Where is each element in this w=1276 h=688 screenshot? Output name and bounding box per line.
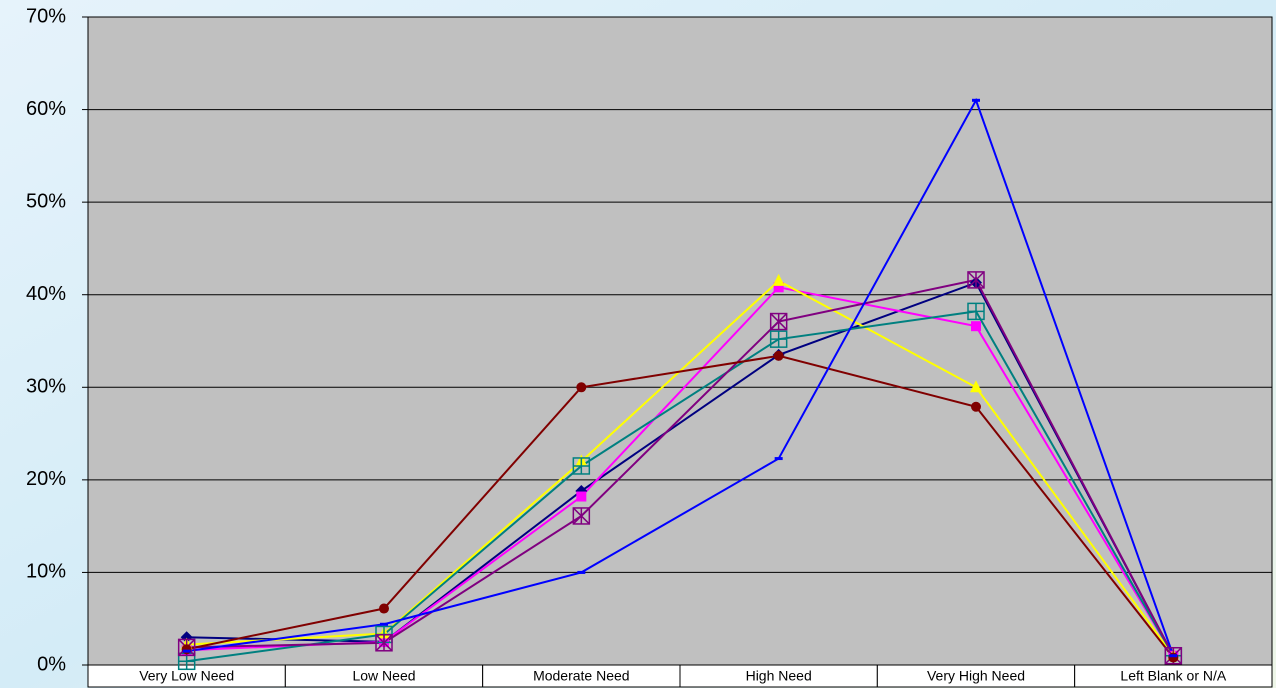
series-line [186,310,1175,663]
marker-part [576,382,587,393]
category-cell [1074,664,1273,688]
marker-part [970,380,982,393]
marker-part [379,603,389,614]
series-line [186,354,1175,659]
series-line [186,97,1175,657]
marker [576,382,587,393]
marker [971,321,981,332]
x-tick-label: Very Low Need [139,668,234,684]
x-tick-label: Very High Need [927,668,1025,684]
marker [773,350,784,361]
marker-part [773,282,784,293]
marker [967,271,985,289]
y-tick-label: 10% [26,561,66,583]
marker [769,312,788,331]
marker-part [181,644,192,655]
marker [971,401,981,412]
y-tick-label: 70% [26,5,66,27]
marker [181,644,192,655]
x-tick-label: Moderate Need [533,668,630,684]
marker [769,330,788,348]
y-tick-label: 50% [26,190,66,212]
marker-part [971,401,981,412]
marker [967,302,985,321]
y-tick-label: 40% [26,283,66,305]
x-tick-label: Low Need [352,668,415,684]
marker [772,273,785,286]
y-tick-label: 60% [26,98,66,120]
marker-part [971,321,981,332]
marker-part [1168,652,1179,663]
marker-part [180,631,193,644]
series-line [186,281,1175,657]
marker-part [773,350,784,361]
marker [180,631,193,644]
marker [572,507,591,525]
marker [572,457,591,475]
y-tick-label: 0% [37,653,66,675]
marker-part [772,273,785,286]
y-tick-label: 20% [26,468,66,490]
marker-part [576,491,587,502]
marker [375,634,393,652]
x-tick-label: High Need [746,668,812,684]
y-tick-label: 30% [26,376,66,398]
marker [970,380,982,393]
marker [379,603,389,614]
marker [1168,652,1179,663]
series-line [186,278,1175,657]
marker [576,491,587,502]
plot-area [87,16,1273,666]
marker [773,282,784,293]
x-tick-label: Left Blank or N/A [1120,668,1226,684]
